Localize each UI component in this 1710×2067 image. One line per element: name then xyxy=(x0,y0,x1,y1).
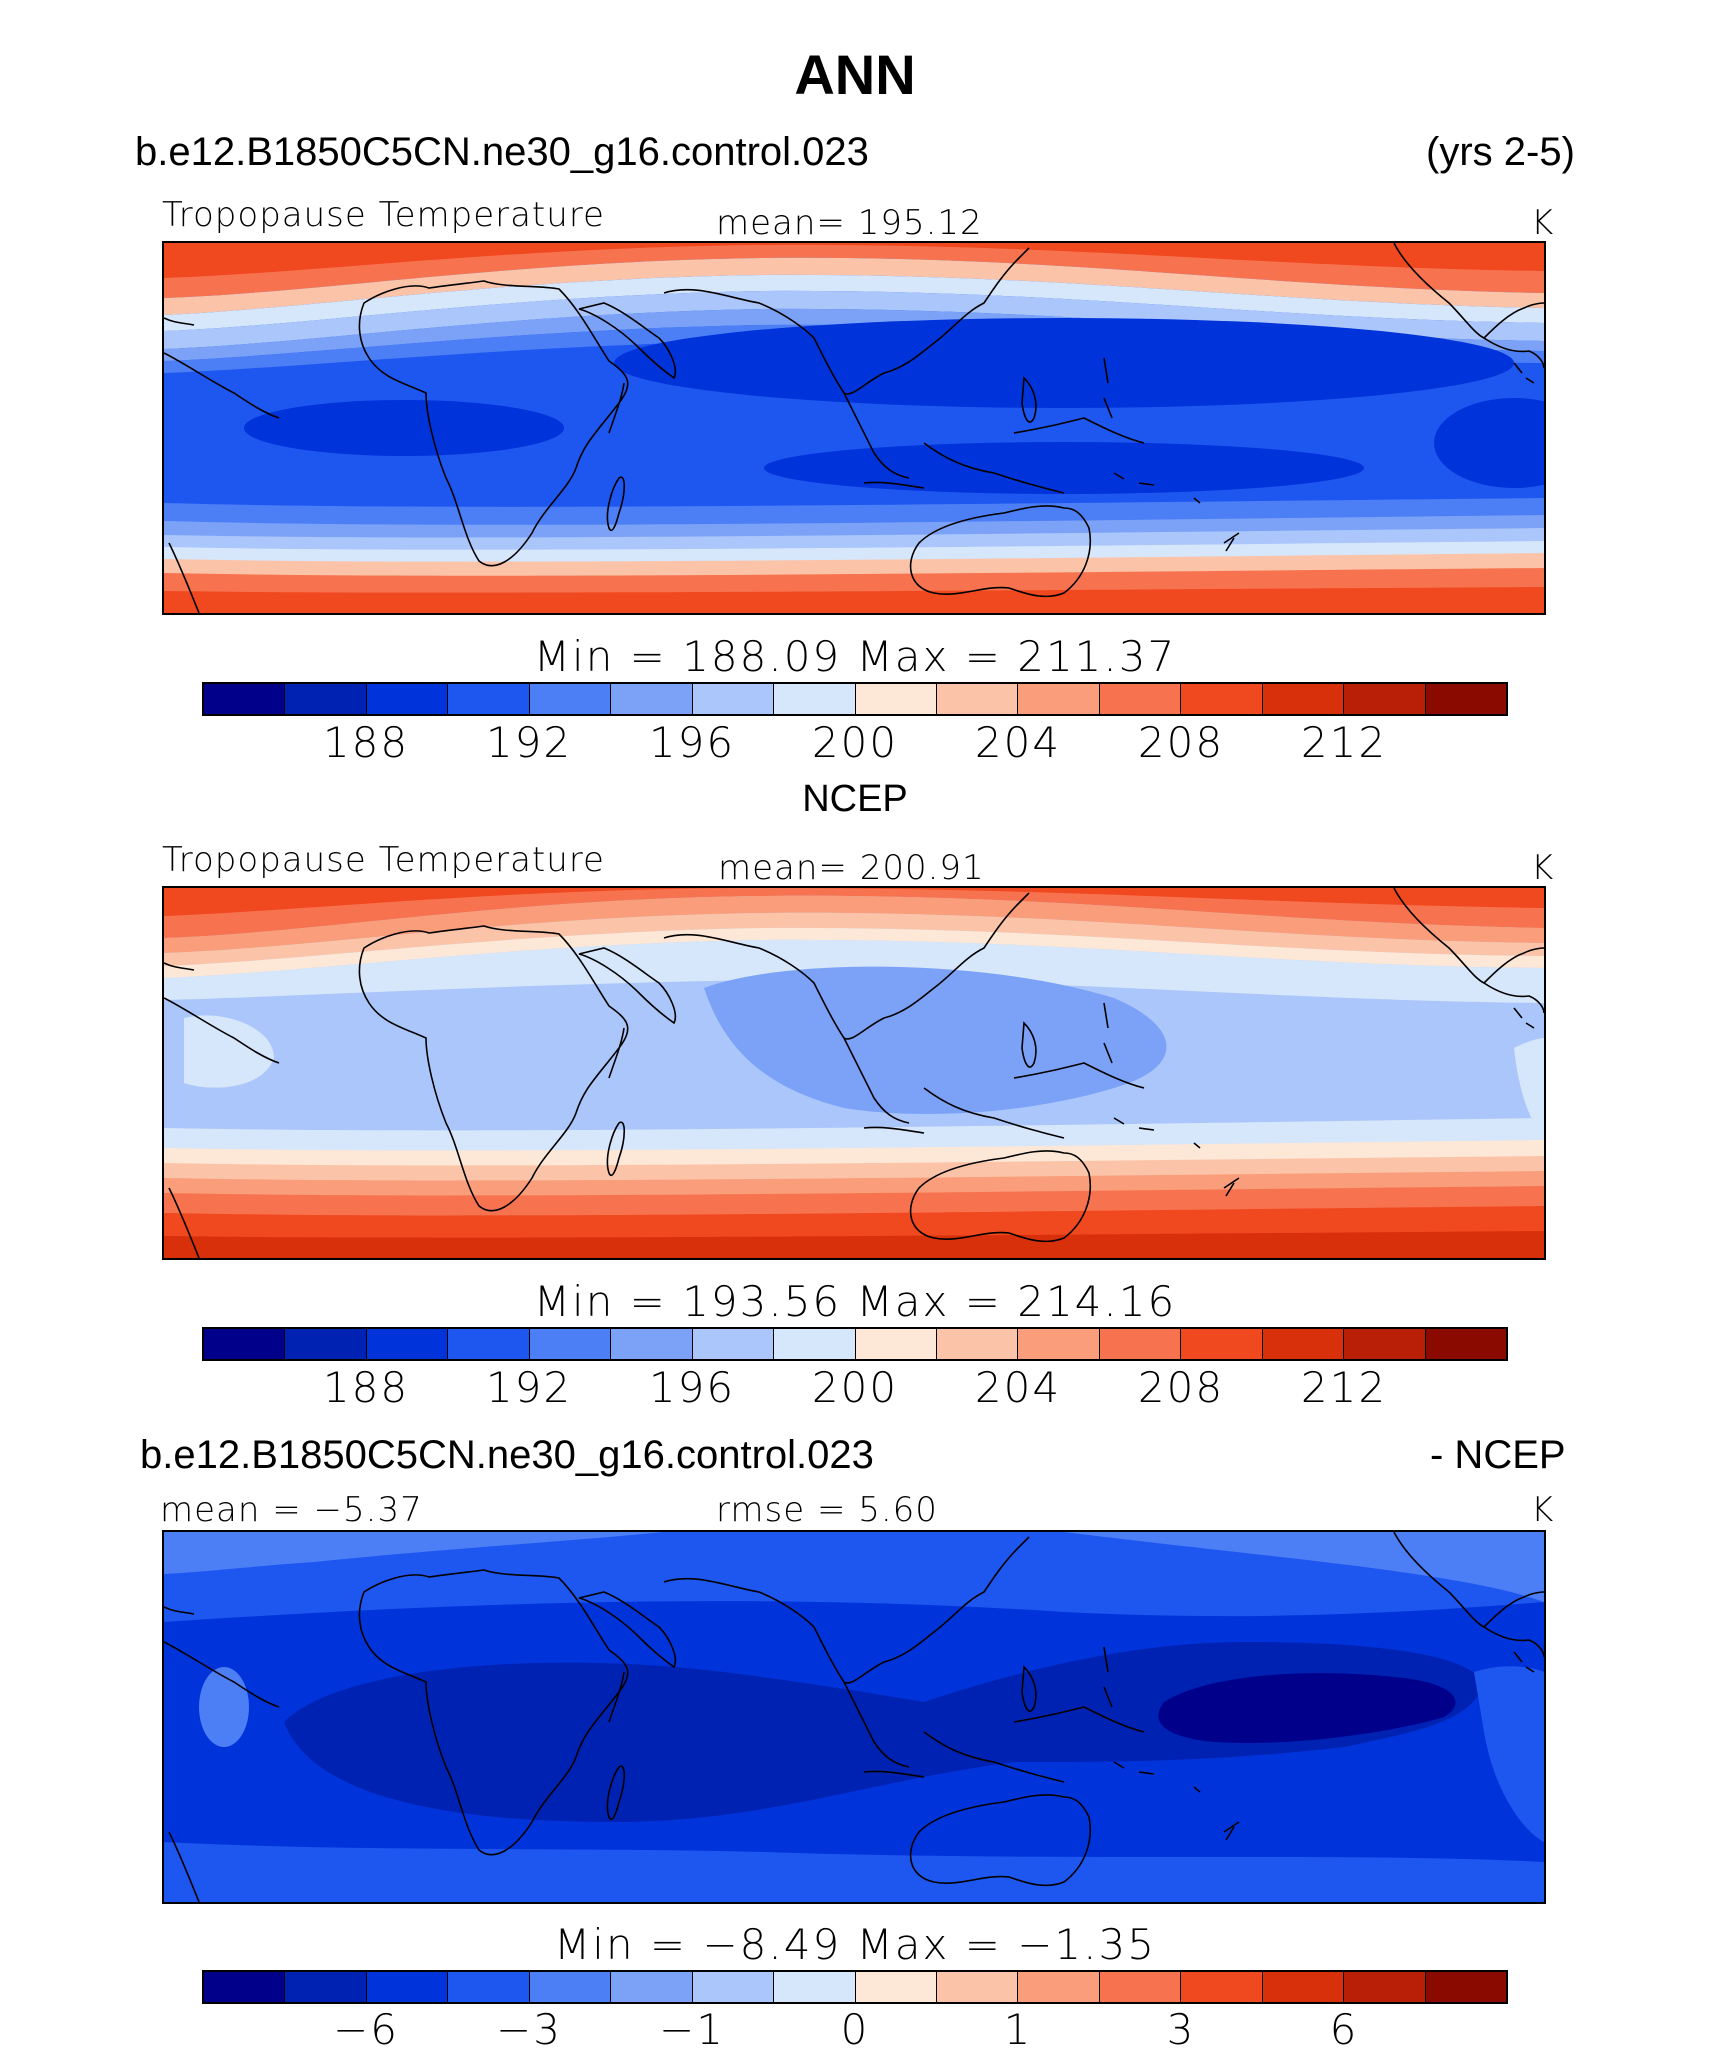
colorbar-swatch xyxy=(692,1972,775,2002)
colorbar-swatch xyxy=(774,1329,856,1359)
colorbar-swatch xyxy=(1018,1972,1100,2002)
panel2-left-label: Tropopause Temperature xyxy=(162,840,605,880)
colorbar-swatch xyxy=(611,684,693,714)
panel1-tick-label: 212 xyxy=(1300,718,1388,767)
colorbar-swatch xyxy=(448,684,530,714)
panel1-tick-label: 200 xyxy=(811,718,899,767)
colorbar-swatch xyxy=(936,1972,1019,2002)
panel1-mean-label: mean= 195.12 xyxy=(716,203,983,243)
colorbar-swatch xyxy=(204,684,286,714)
panel1-colorbar xyxy=(202,682,1508,716)
panel1-tick-label: 208 xyxy=(1137,718,1225,767)
panel3-case-name: b.e12.B1850C5CN.ne30_g16.control.023 xyxy=(140,1433,874,1477)
colorbar-swatch xyxy=(1181,684,1263,714)
panel1-units: K xyxy=(1531,203,1555,243)
panel2-mean-label: mean= 200.91 xyxy=(718,848,985,888)
colorbar-swatch xyxy=(1425,1329,1506,1359)
panel1-tick-label: 188 xyxy=(322,718,410,767)
colorbar-swatch xyxy=(774,1972,856,2002)
colorbar-swatch xyxy=(1099,1329,1182,1359)
panel2-tick-label: 200 xyxy=(811,1363,899,1412)
colorbar-swatch xyxy=(1099,1972,1182,2002)
colorbar-swatch xyxy=(936,684,1019,714)
colorbar-swatch xyxy=(285,1329,367,1359)
colorbar-swatch xyxy=(1344,684,1426,714)
panel3-units: K xyxy=(1531,1490,1555,1530)
panel3-tick-label: 3 xyxy=(1166,2005,1196,2054)
colorbar-swatch xyxy=(366,1972,449,2002)
panel2-tick-label: 208 xyxy=(1137,1363,1225,1412)
colorbar-swatch xyxy=(1262,684,1345,714)
panel1-tick-label: 204 xyxy=(974,718,1062,767)
panel1-tick-label: 192 xyxy=(485,718,573,767)
page-title: ANN xyxy=(794,43,916,106)
panel3-minus-ncep: - NCEP xyxy=(1430,1433,1566,1477)
panel2-subtitle: NCEP xyxy=(802,778,908,820)
colorbar-swatch xyxy=(285,1972,367,2002)
panel3-tick-label: 0 xyxy=(840,2005,870,2054)
years-label: (yrs 2-5) xyxy=(1426,130,1575,174)
panel2-tick-label: 204 xyxy=(974,1363,1062,1412)
panel1-map xyxy=(162,241,1546,615)
colorbar-swatch xyxy=(774,684,856,714)
colorbar-swatch xyxy=(1262,1972,1345,2002)
colorbar-swatch xyxy=(692,684,775,714)
panel3-tick-label: −3 xyxy=(496,2005,562,2054)
colorbar-swatch xyxy=(936,1329,1019,1359)
colorbar-swatch xyxy=(1425,684,1506,714)
colorbar-swatch xyxy=(855,684,937,714)
panel1-tick-label: 196 xyxy=(648,718,736,767)
colorbar-swatch xyxy=(1181,1329,1263,1359)
panel3-rmse-label: rmse = 5.60 xyxy=(716,1490,938,1530)
colorbar-swatch xyxy=(1425,1972,1506,2002)
colorbar-swatch xyxy=(611,1329,693,1359)
colorbar-swatch xyxy=(529,684,612,714)
panel1-left-label: Tropopause Temperature xyxy=(162,195,605,235)
panel2-tick-label: 188 xyxy=(322,1363,410,1412)
colorbar-swatch xyxy=(529,1329,612,1359)
panel2-tick-label: 196 xyxy=(648,1363,736,1412)
colorbar-swatch xyxy=(1181,1972,1263,2002)
panel2-colorbar xyxy=(202,1327,1508,1361)
colorbar-swatch xyxy=(855,1329,937,1359)
panel3-colorbar xyxy=(202,1970,1508,2004)
panel3-tick-label: −1 xyxy=(659,2005,725,2054)
panel3-map xyxy=(162,1530,1546,1904)
panel3-tick-label: 1 xyxy=(1003,2005,1033,2054)
colorbar-swatch xyxy=(855,1972,937,2002)
colorbar-swatch xyxy=(529,1972,612,2002)
colorbar-swatch xyxy=(285,684,367,714)
panel1-minmax: Min = 188.09 Max = 211.37 xyxy=(533,632,1177,681)
colorbar-swatch xyxy=(204,1329,286,1359)
panel3-tick-label: 6 xyxy=(1329,2005,1359,2054)
colorbar-swatch xyxy=(1018,684,1100,714)
colorbar-swatch xyxy=(448,1329,530,1359)
colorbar-swatch xyxy=(1018,1329,1100,1359)
colorbar-swatch xyxy=(448,1972,530,2002)
colorbar-swatch xyxy=(1344,1329,1426,1359)
colorbar-swatch xyxy=(1262,1329,1345,1359)
panel3-minmax: Min = −8.49 Max = −1.35 xyxy=(554,1920,1156,1969)
panel2-tick-label: 212 xyxy=(1300,1363,1388,1412)
panel2-units: K xyxy=(1531,848,1555,888)
panel2-minmax: Min = 193.56 Max = 214.16 xyxy=(533,1277,1177,1326)
panel3-mean-label: mean = −5.37 xyxy=(160,1490,423,1530)
panel2-tick-label: 192 xyxy=(485,1363,573,1412)
colorbar-swatch xyxy=(366,1329,449,1359)
panel2-map xyxy=(162,886,1546,1260)
colorbar-swatch xyxy=(366,684,449,714)
colorbar-swatch xyxy=(204,1972,286,2002)
colorbar-swatch xyxy=(1344,1972,1426,2002)
colorbar-swatch xyxy=(1099,684,1182,714)
panel3-tick-label: −6 xyxy=(333,2005,399,2054)
case-name: b.e12.B1850C5CN.ne30_g16.control.023 xyxy=(135,130,869,174)
colorbar-swatch xyxy=(611,1972,693,2002)
colorbar-swatch xyxy=(692,1329,775,1359)
